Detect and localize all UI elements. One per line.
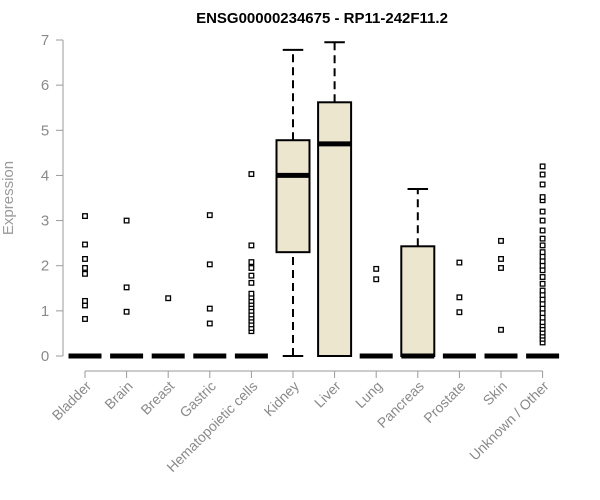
outlier-point: [82, 265, 88, 271]
x-tick-label: Unknown / Other: [466, 378, 552, 464]
outlier-point: [498, 326, 504, 333]
x-tick-label: Liver: [311, 378, 344, 411]
outlier-point: [82, 270, 88, 277]
outlier-point: [248, 272, 255, 279]
box-kidney: [275, 48, 311, 357]
outlier-point: [248, 259, 255, 266]
outlier-point: [373, 276, 380, 283]
outlier-point: [82, 213, 88, 220]
outlier-point: [456, 309, 463, 316]
outlier-point: [539, 171, 546, 178]
outlier-point: [539, 235, 546, 242]
outlier-point: [498, 255, 504, 262]
outlier-point: [498, 237, 504, 244]
x-tick-label: Brain: [101, 378, 135, 412]
x-tick-label: Kidney: [261, 378, 303, 420]
outlier-point: [248, 242, 255, 249]
x-tick-label: Skin: [480, 378, 511, 409]
outlier-point: [539, 249, 546, 256]
outlier-point: [123, 308, 130, 315]
outlier-point: [248, 171, 255, 178]
y-tick-label: 3: [41, 213, 49, 230]
y-tick-label: 7: [41, 32, 49, 49]
outlier-point: [539, 287, 546, 294]
y-tick-label: 4: [41, 167, 49, 184]
outlier-point: [82, 255, 88, 262]
outlier-point: [539, 208, 546, 215]
y-tick-label: 5: [41, 122, 49, 139]
outlier-point: [373, 265, 380, 272]
box-brain: [110, 217, 144, 359]
outlier-point: [82, 297, 88, 304]
box-pancreas: [400, 187, 436, 359]
outlier-point: [206, 261, 213, 268]
outlier-point: [456, 294, 463, 301]
box-gastric: [193, 212, 227, 359]
box-hematopoietic-cells: [234, 171, 268, 359]
y-tick-label: 2: [41, 258, 49, 275]
box-body: [400, 245, 436, 357]
box-unknown-other: [526, 163, 560, 359]
outlier-point: [82, 316, 88, 322]
outlier-point: [248, 265, 255, 271]
x-tick-label: Lung: [352, 378, 385, 411]
y-tick-label: 6: [41, 77, 49, 94]
outlier-point: [539, 217, 546, 224]
outlier-point: [539, 163, 546, 170]
outlier-point: [206, 212, 213, 219]
x-tick-label: Prostate: [420, 378, 468, 426]
outlier-point: [165, 295, 172, 302]
x-tick-label: Bladder: [49, 378, 95, 424]
box-bladder: [68, 213, 102, 359]
outlier-point: [539, 274, 546, 280]
outlier-point: [539, 194, 546, 201]
outlier-point: [206, 320, 213, 327]
boxes-group: [68, 41, 560, 359]
outlier-point: [539, 280, 546, 287]
y-tick-label: 1: [41, 303, 49, 320]
box-liver: [317, 41, 353, 357]
outlier-point: [82, 241, 88, 248]
box-body: [275, 139, 311, 254]
box-lung: [359, 265, 393, 359]
box-body: [317, 101, 353, 357]
outlier-point: [206, 305, 213, 312]
outlier-point: [248, 279, 255, 286]
outlier-point: [498, 265, 504, 271]
y-axis-label: Expression: [0, 161, 17, 235]
y-axis: 0 1 2 3 4 5 6 7: [41, 32, 64, 365]
chart-title: ENSG00000234675 - RP11-242F11.2: [196, 10, 448, 27]
outlier-point: [539, 242, 546, 249]
x-tick-label: Breast: [137, 378, 177, 418]
outlier-point: [539, 181, 546, 188]
outlier-point: [539, 227, 546, 234]
outlier-point: [123, 284, 130, 291]
outlier-point: [248, 290, 255, 297]
box-breast: [151, 295, 185, 359]
box-prostate: [442, 259, 476, 359]
outlier-point: [456, 259, 463, 266]
box-skin: [484, 237, 518, 359]
outlier-point: [123, 217, 130, 224]
y-tick-label: 0: [41, 348, 49, 365]
